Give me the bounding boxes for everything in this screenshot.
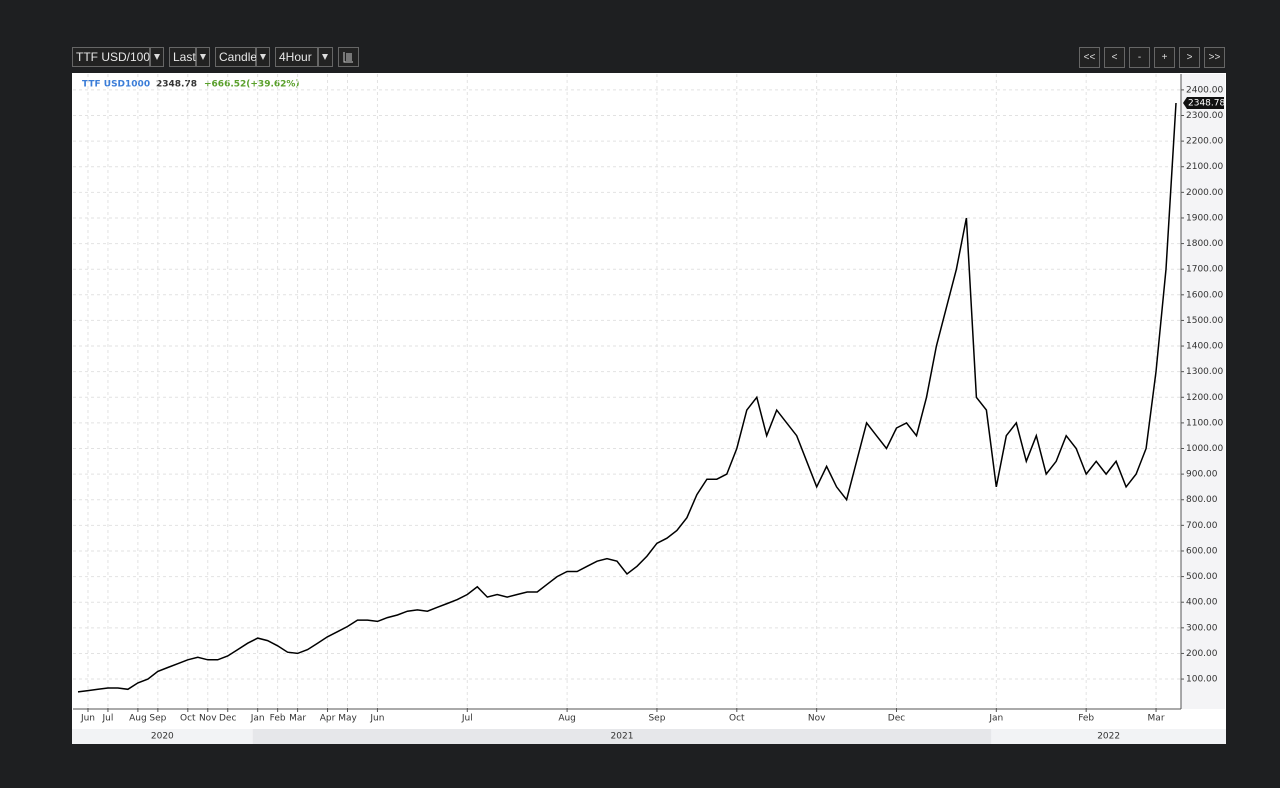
y-tick-label: 300.00 [1186, 623, 1218, 633]
x-tick-label: Dec [219, 714, 236, 724]
y-tick-label: 1500.00 [1186, 316, 1223, 326]
last-price-tag [1183, 97, 1224, 110]
x-tick-label: Jul [102, 714, 114, 724]
y-tick-label: 900.00 [1186, 470, 1218, 480]
x-tick-label: Mar [289, 714, 306, 724]
x-tick-label: Sep [648, 714, 665, 724]
y-tick-label: 1900.00 [1186, 213, 1223, 223]
list-icon [343, 52, 353, 63]
last-price: 2348.78 [156, 80, 197, 90]
year-label: 2021 [611, 732, 634, 742]
y-tick-label: 1200.00 [1186, 393, 1223, 403]
y-tick-label: 1800.00 [1186, 239, 1223, 249]
y-tick-label: 2200.00 [1186, 137, 1223, 147]
y-tick-label: 1600.00 [1186, 290, 1223, 300]
x-tick-label: Nov [199, 714, 217, 724]
x-tick-label: Aug [129, 714, 147, 724]
year-label: 2022 [1097, 732, 1120, 742]
dropdown-arrow[interactable] [196, 47, 210, 67]
y-tick-label: 600.00 [1186, 546, 1218, 556]
symbol-label: TTF USD1000 [82, 80, 150, 90]
settings-button[interactable] [338, 47, 359, 67]
y-tick-label: 1400.00 [1186, 342, 1223, 352]
year-label: 2020 [151, 732, 174, 742]
year-band [991, 729, 1226, 744]
style-select[interactable]: Candle [215, 47, 257, 67]
price-line [77, 102, 1177, 693]
x-tick-label: Apr [320, 714, 336, 724]
x-tick-label: Jan [250, 714, 265, 724]
x-tick-label: Jun [369, 714, 384, 724]
nav-button[interactable]: + [1154, 47, 1175, 68]
y-tick-label: 1000.00 [1186, 444, 1223, 454]
arrow-icon [154, 54, 160, 60]
x-tick-label: Jan [988, 714, 1003, 724]
year-band [72, 729, 253, 744]
nav-button[interactable]: - [1129, 47, 1150, 68]
nav-button[interactable]: < [1104, 47, 1125, 68]
nav-button[interactable]: > [1179, 47, 1200, 68]
y-tick-label: 1100.00 [1186, 418, 1223, 428]
x-tick-label: Dec [888, 714, 905, 724]
y-tick-label: 2000.00 [1186, 188, 1223, 198]
y-tick-label: 500.00 [1186, 572, 1218, 582]
nav-button[interactable]: << [1079, 47, 1100, 68]
x-tick-label: Sep [149, 714, 166, 724]
y-tick-label: 1700.00 [1186, 265, 1223, 275]
y-tick-label: 1300.00 [1186, 367, 1223, 377]
y-tick-label: 700.00 [1186, 521, 1218, 531]
x-tick-label: Oct [729, 714, 745, 724]
x-tick-label: Feb [1078, 714, 1094, 724]
x-tick-label: Nov [808, 714, 826, 724]
arrow-icon [260, 54, 266, 60]
dropdown-arrow[interactable] [318, 47, 333, 67]
x-tick-label: Jun [80, 714, 95, 724]
y-tick-label: 200.00 [1186, 649, 1218, 659]
x-tick-label: Feb [270, 714, 286, 724]
x-tick-label: Aug [558, 714, 576, 724]
y-tick-label: 2100.00 [1186, 162, 1223, 172]
dropdown-arrow[interactable] [256, 47, 270, 67]
y-tick-label: 400.00 [1186, 598, 1218, 608]
field-select[interactable]: Last [169, 47, 196, 67]
y-tick-label: 800.00 [1186, 495, 1218, 505]
chart-frame [72, 73, 1226, 744]
x-tick-label: Jul [461, 714, 473, 724]
y-axis-area [1181, 74, 1225, 709]
x-tick-label: Mar [1148, 714, 1165, 724]
arrow-icon [200, 54, 206, 60]
year-band [252, 729, 992, 744]
interval-select[interactable]: 4Hour [275, 47, 318, 67]
x-tick-label: Oct [180, 714, 196, 724]
symbol-select[interactable]: TTF USD/100 [72, 47, 150, 67]
y-tick-label: 2400.00 [1186, 85, 1223, 95]
dropdown-arrow[interactable] [150, 47, 164, 67]
nav-button[interactable]: >> [1204, 47, 1225, 68]
x-tick-label: May [338, 714, 357, 724]
y-tick-label: 100.00 [1186, 675, 1218, 685]
last-price-tag-label: 2348.78 [1188, 99, 1225, 109]
arrow-icon [322, 54, 328, 60]
y-tick-label: 2300.00 [1186, 111, 1223, 121]
change-label: +666.52(+39.62%) [204, 80, 300, 90]
